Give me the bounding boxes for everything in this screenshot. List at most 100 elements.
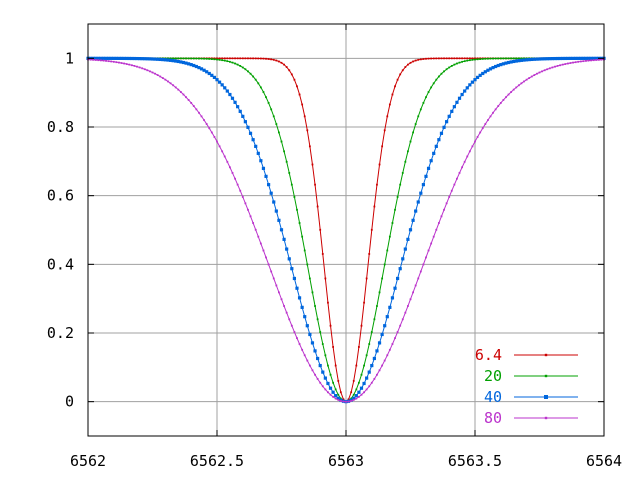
data-point — [202, 68, 206, 72]
data-point — [411, 218, 415, 222]
data-point — [453, 183, 456, 186]
data-point — [297, 296, 302, 300]
data-point — [505, 57, 507, 60]
data-point — [236, 63, 239, 66]
data-point — [324, 354, 327, 357]
data-point — [146, 69, 149, 72]
data-point — [234, 57, 236, 60]
data-point — [200, 57, 203, 60]
data-point — [179, 91, 182, 93]
data-point — [130, 64, 133, 67]
data-point — [308, 364, 311, 367]
data-point — [311, 369, 314, 372]
data-point — [119, 56, 124, 61]
data-point — [249, 215, 252, 218]
data-point — [267, 263, 270, 266]
data-point — [522, 58, 526, 62]
data-point — [352, 396, 356, 400]
data-point — [360, 373, 363, 376]
data-point — [486, 68, 490, 72]
data-point — [419, 108, 422, 111]
data-point — [132, 56, 137, 61]
data-point — [350, 399, 353, 402]
data-point — [494, 64, 498, 69]
data-point — [321, 343, 324, 345]
data-point — [365, 354, 368, 357]
data-point — [456, 57, 458, 60]
data-point — [398, 267, 402, 271]
data-point — [481, 71, 485, 76]
data-point — [590, 59, 592, 62]
data-point — [285, 311, 288, 314]
data-point — [226, 160, 229, 163]
data-point — [231, 57, 234, 60]
data-point — [448, 196, 451, 198]
data-point — [318, 363, 322, 368]
data-point — [301, 348, 304, 351]
data-point — [259, 57, 262, 60]
data-point — [208, 58, 211, 60]
data-point — [502, 57, 505, 60]
data-point — [401, 69, 404, 72]
y-tick-label: 0.4 — [47, 255, 74, 273]
data-point — [89, 58, 92, 61]
data-point — [150, 57, 155, 61]
data-point — [270, 270, 273, 273]
data-point — [223, 57, 226, 60]
data-point — [308, 332, 312, 337]
data-point — [200, 115, 203, 118]
data-point — [377, 341, 382, 345]
data-point — [388, 235, 391, 238]
data-point — [434, 144, 438, 148]
y-tick-label: 0.8 — [47, 118, 74, 136]
data-point — [595, 59, 598, 61]
data-point — [275, 59, 278, 62]
data-point — [386, 249, 389, 252]
data-point — [412, 291, 414, 294]
data-point — [512, 59, 516, 64]
data-point — [543, 69, 546, 72]
data-point — [396, 78, 399, 81]
data-point — [290, 73, 293, 76]
data-point — [422, 58, 425, 60]
data-point — [210, 58, 213, 60]
data-point — [252, 75, 255, 78]
data-point — [473, 78, 477, 82]
data-point — [267, 183, 271, 187]
data-point — [300, 305, 304, 309]
data-point — [517, 59, 521, 63]
data-point — [230, 96, 235, 100]
data-point — [303, 249, 306, 252]
data-point — [579, 60, 582, 63]
data-point — [484, 123, 487, 125]
data-point — [385, 315, 389, 319]
data-point — [437, 75, 440, 78]
data-point — [161, 77, 164, 79]
data-point — [218, 57, 221, 60]
y-tick-label: 0.6 — [47, 187, 74, 205]
data-point — [247, 57, 249, 60]
data-point — [527, 58, 531, 62]
data-point — [551, 66, 554, 69]
data-point — [426, 166, 431, 170]
data-point — [233, 100, 237, 104]
data-point — [363, 364, 365, 367]
data-point — [466, 57, 469, 60]
data-point — [216, 57, 218, 60]
data-point — [463, 60, 466, 63]
data-point — [401, 172, 404, 174]
data-point — [249, 57, 252, 60]
data-point — [489, 115, 492, 118]
data-point — [386, 354, 389, 357]
data-point — [432, 235, 435, 238]
data-point — [497, 57, 500, 60]
data-point — [592, 56, 596, 60]
data-point — [217, 80, 222, 84]
data-point — [437, 57, 440, 60]
data-point — [538, 71, 541, 74]
data-point — [321, 385, 324, 388]
data-point — [582, 60, 585, 63]
data-point — [254, 228, 257, 231]
data-point — [198, 111, 200, 114]
